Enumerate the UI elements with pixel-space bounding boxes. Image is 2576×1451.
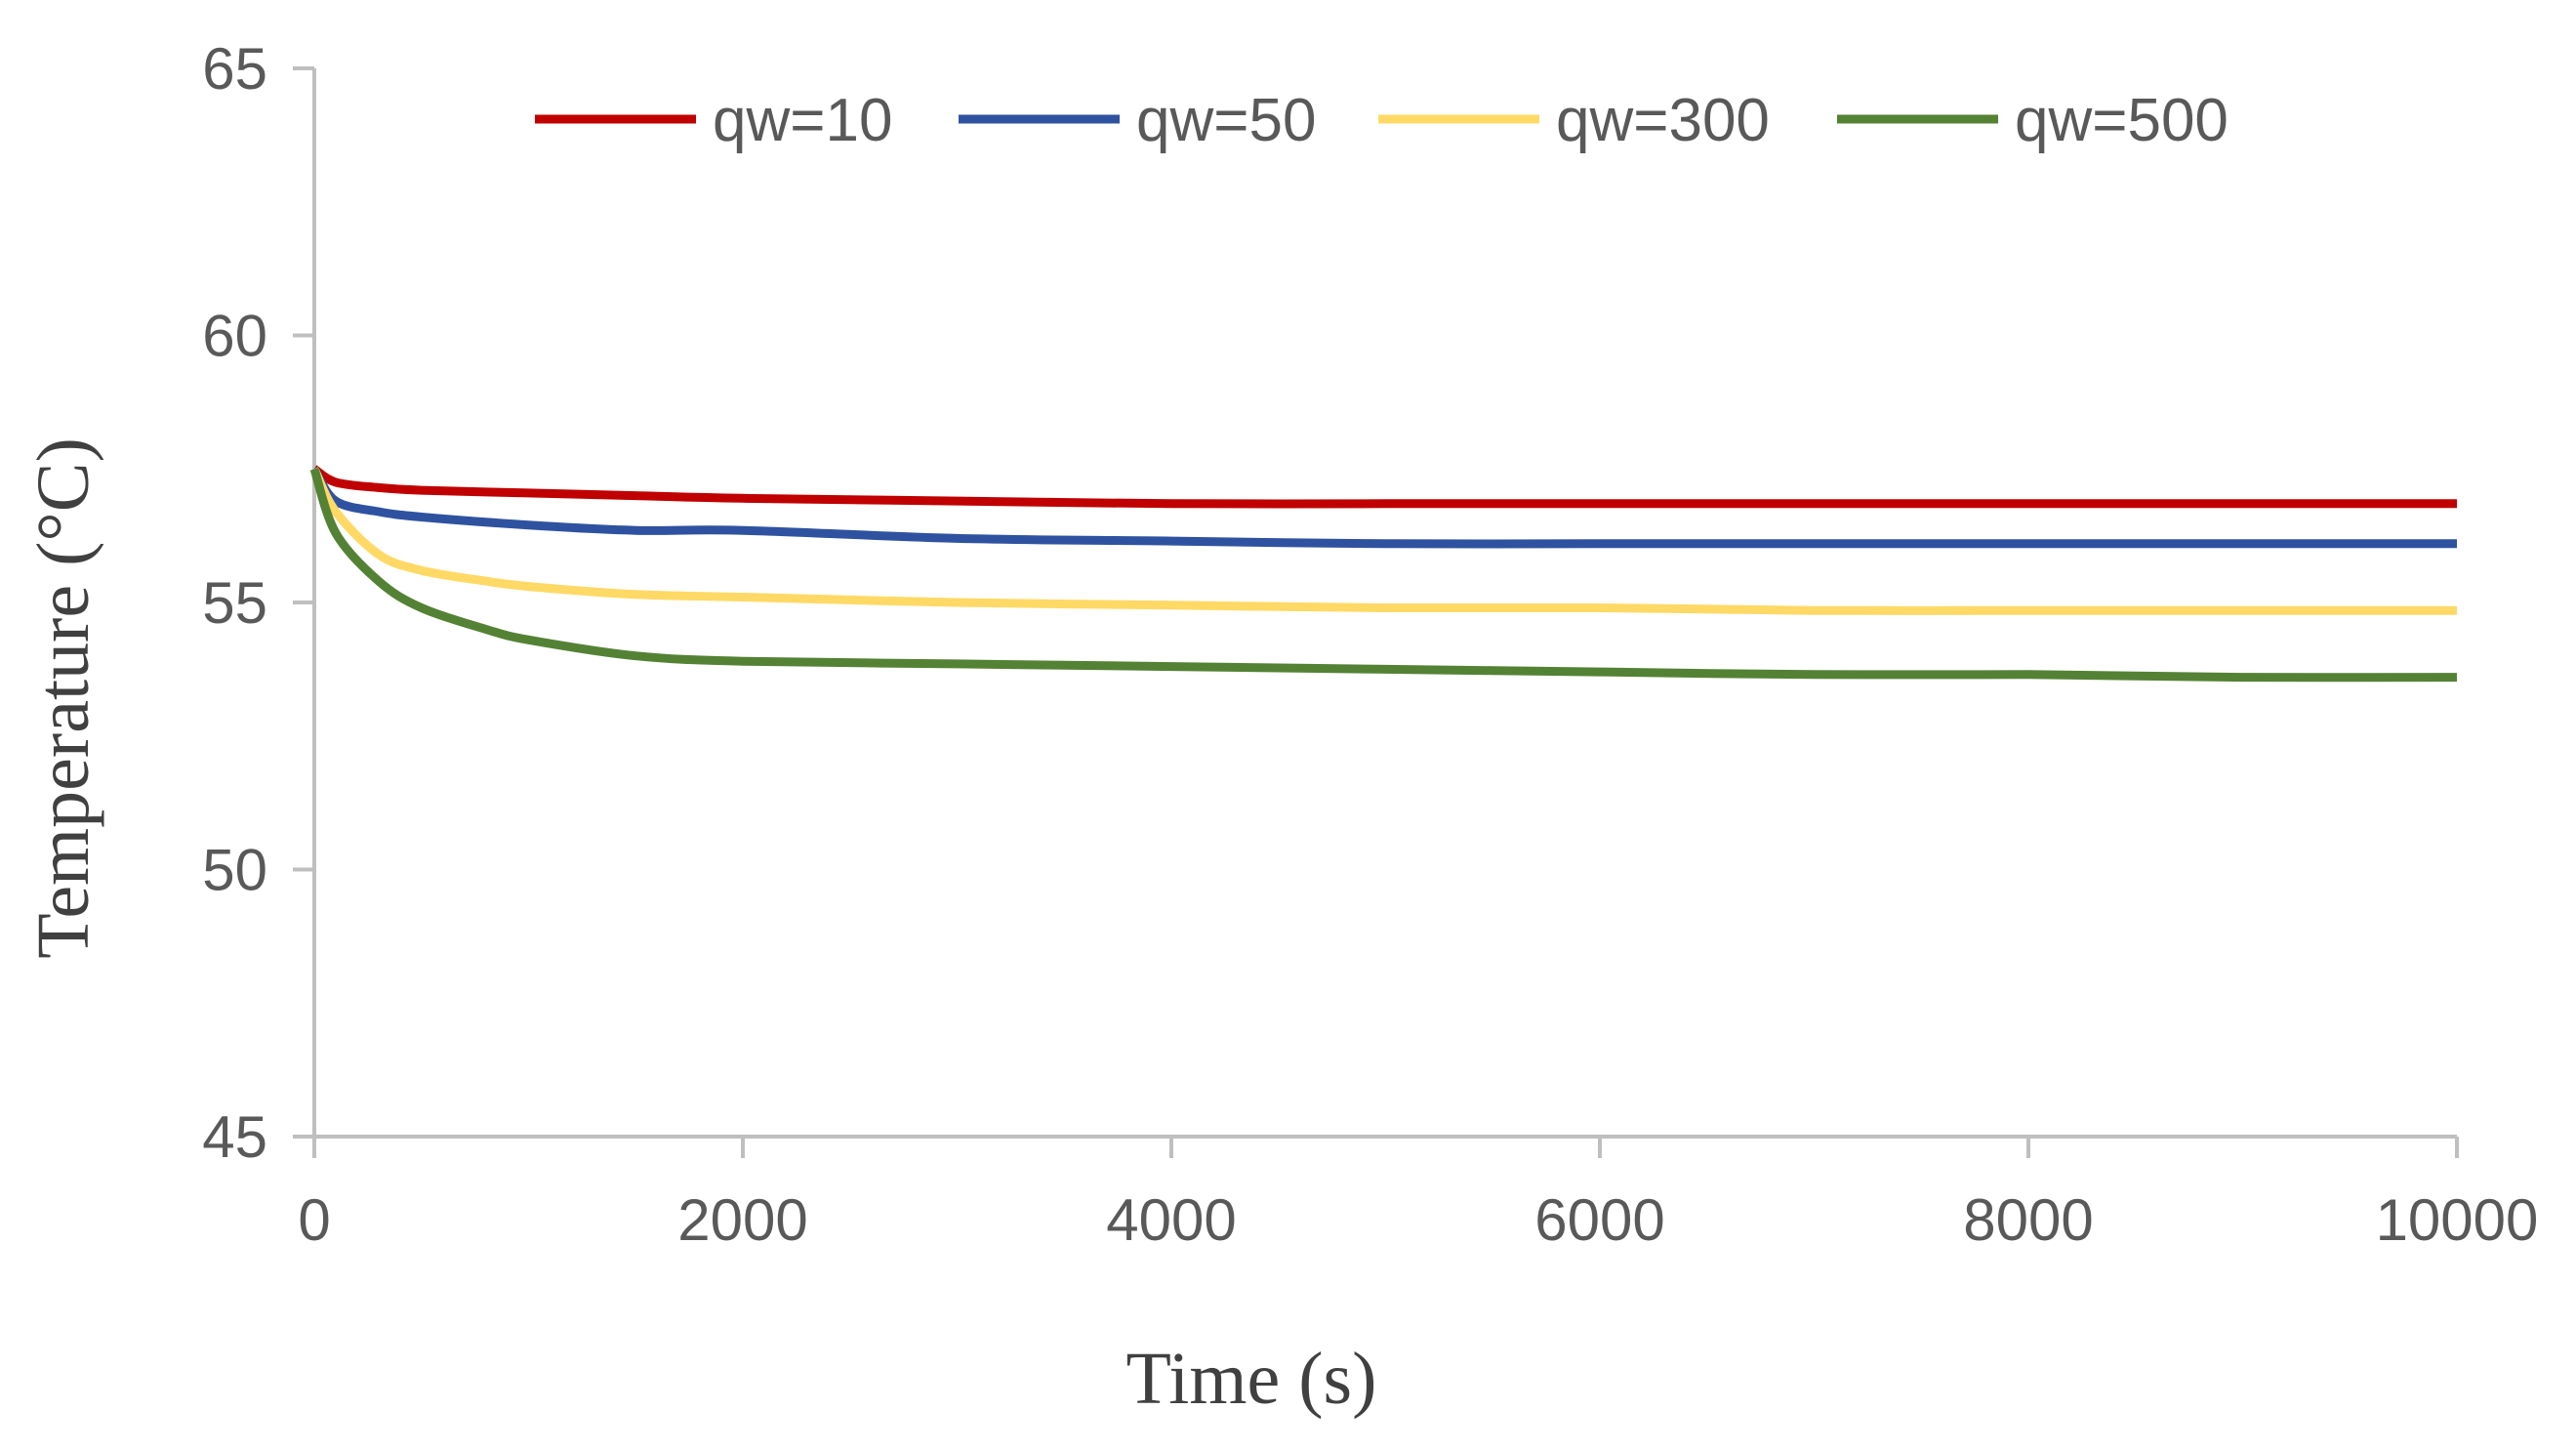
x-tick-label: 2000 xyxy=(677,1187,807,1253)
y-tick-label: 45 xyxy=(202,1104,267,1170)
x-tick-label: 6000 xyxy=(1534,1187,1664,1253)
series-group xyxy=(309,465,2458,683)
y-tick-label: 55 xyxy=(202,570,267,636)
series-line-qw-500 xyxy=(309,467,2458,683)
legend-label-qw-500: qw=500 xyxy=(2015,87,2228,154)
y-axis-title: Temperature (°C) xyxy=(22,437,104,959)
x-tick-label: 8000 xyxy=(1963,1187,2093,1253)
x-axis-title: Time (s) xyxy=(1126,1338,1377,1420)
x-tick-label: 4000 xyxy=(1106,1187,1236,1253)
series-line-qw-10 xyxy=(311,465,2457,509)
series-line-qw-50 xyxy=(310,466,2457,549)
y-tick-label: 65 xyxy=(202,36,267,102)
axes: 45 50 55 60 65 0 2000 4000 6000 8000 10000 xyxy=(202,36,2538,1253)
x-tick-label: 0 xyxy=(298,1187,330,1253)
y-tick-label: 60 xyxy=(202,304,267,369)
legend-label-qw-10: qw=10 xyxy=(713,87,892,154)
y-tick-label: 50 xyxy=(202,838,267,903)
series-line-qw-300 xyxy=(309,467,2457,615)
legend-label-qw-50: qw=50 xyxy=(1136,87,1316,154)
legend: qw=10 qw=50 qw=300 qw=500 xyxy=(535,87,2228,154)
legend-label-qw-300: qw=300 xyxy=(1556,87,1770,154)
x-tick-label: 10000 xyxy=(2376,1187,2539,1253)
